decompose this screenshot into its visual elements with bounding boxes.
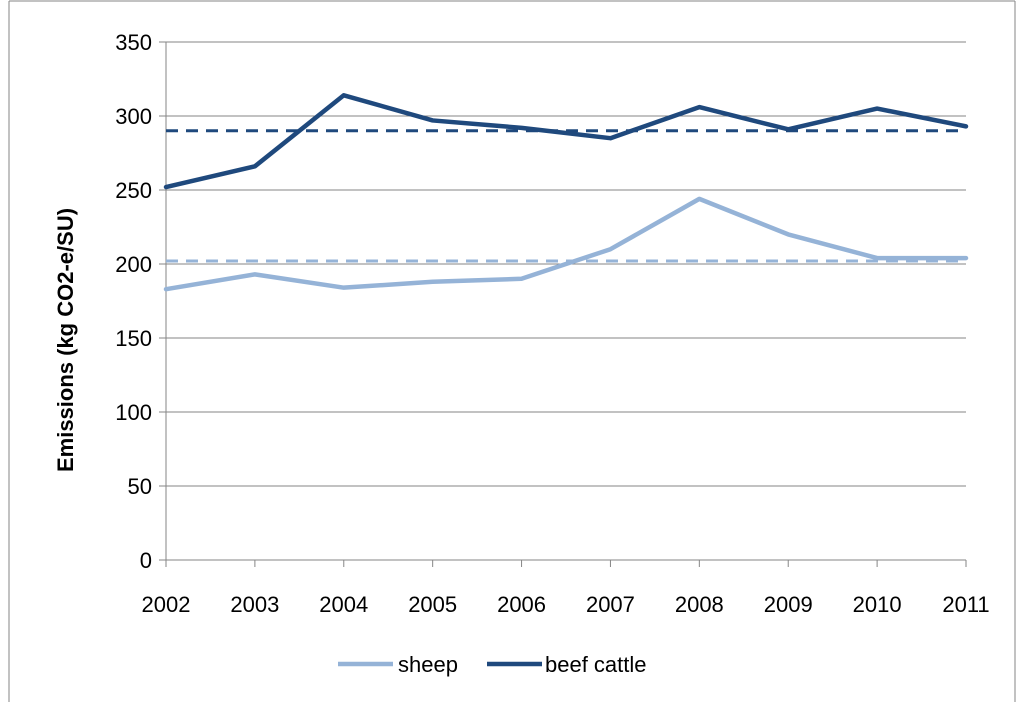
x-tick-label: 2011 <box>942 592 989 617</box>
x-tick-label: 2004 <box>319 592 368 617</box>
series-lines <box>163 93 969 292</box>
x-tick-label: 2005 <box>408 592 457 617</box>
reference-lines <box>166 129 966 263</box>
y-tick-label: 300 <box>115 104 152 129</box>
legend-label-beef-cattle: beef cattle <box>545 652 647 677</box>
x-tick-label: 2007 <box>586 592 635 617</box>
y-axis-label: Emissions (kg CO2-e/SU) <box>53 208 78 472</box>
x-tick-label: 2010 <box>853 592 902 617</box>
x-tick-label: 2008 <box>675 592 724 617</box>
gridlines <box>166 41 966 487</box>
y-tick-label: 0 <box>140 548 152 573</box>
y-tick-label: 200 <box>115 252 152 277</box>
y-tick-label: 250 <box>115 178 152 203</box>
axes <box>159 41 967 567</box>
series-line-sheep <box>163 196 969 292</box>
y-tick-label: 100 <box>115 400 152 425</box>
x-tick-label: 2003 <box>230 592 279 617</box>
x-tick-label: 2009 <box>764 592 813 617</box>
y-tick-label: 150 <box>115 326 152 351</box>
legend: sheep beef cattle <box>338 652 647 677</box>
y-tick-label: 50 <box>128 474 152 499</box>
legend-label-sheep: sheep <box>398 652 458 677</box>
x-tick-labels: 2002 2003 2004 2005 2006 2007 2008 2009 2010 2011 <box>142 592 990 617</box>
series-line-beef-cattle <box>163 93 969 190</box>
x-tick-label: 2002 <box>142 592 191 617</box>
y-tick-labels: 0 50 100 150 200 250 300 350 <box>115 30 152 573</box>
y-tick-label: 350 <box>115 30 152 55</box>
x-tick-label: 2006 <box>497 592 546 617</box>
